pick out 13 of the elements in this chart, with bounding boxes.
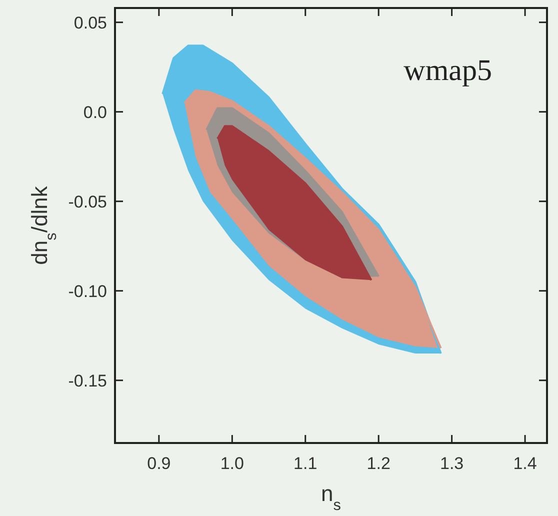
y-tick-label: -0.10 bbox=[68, 282, 107, 301]
x-tick-label: 1.4 bbox=[513, 454, 537, 473]
y-tick-label: -0.05 bbox=[68, 192, 107, 212]
annotation: wmap5 bbox=[404, 54, 492, 87]
x-tick-label: 1.0 bbox=[220, 454, 244, 473]
x-tick-label: 0.9 bbox=[147, 454, 171, 473]
x-tick-label: 1.1 bbox=[294, 454, 318, 473]
x-tick-label: 1.3 bbox=[440, 454, 464, 473]
y-tick-label: 0.05 bbox=[74, 13, 107, 32]
x-tick-label: 1.2 bbox=[366, 454, 390, 473]
y-tick-label: -0.15 bbox=[68, 371, 107, 390]
x-axis-title: n$_{s}$ bbox=[321, 481, 342, 514]
y-tick-label: 0.0 bbox=[83, 102, 107, 122]
